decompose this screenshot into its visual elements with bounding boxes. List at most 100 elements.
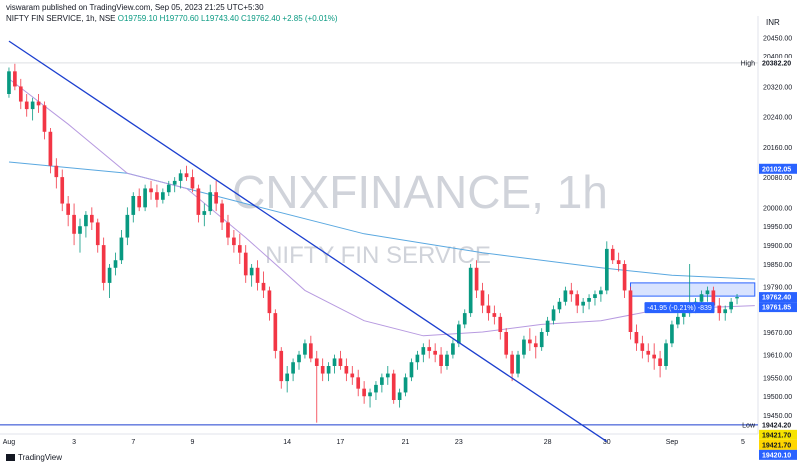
x-tick-label: 14: [283, 439, 291, 446]
measure-box: [629, 282, 756, 297]
candle-body: [510, 354, 514, 374]
candle-body: [362, 388, 366, 397]
candle-body: [30, 101, 35, 110]
candle-body: [735, 297, 739, 299]
ohlc-close: C19762.40: [241, 14, 281, 23]
watermark-ticker: CNXFINANCE, 1h: [232, 166, 608, 218]
candle-body: [634, 332, 639, 344]
candle-body: [551, 309, 556, 321]
candle-body: [309, 343, 313, 359]
candle-body: [681, 313, 686, 317]
y-tick-label: 19790.00: [763, 285, 792, 292]
candle-body: [664, 343, 668, 366]
candle-body: [610, 248, 615, 261]
candle-body: [60, 177, 65, 204]
y-tick-label: 20320.00: [763, 84, 792, 91]
candle-body: [492, 313, 497, 317]
price-tag-value: 20382.20: [762, 60, 791, 67]
candle-body: [279, 350, 284, 382]
candle-body: [409, 362, 414, 378]
candle-body: [705, 290, 710, 295]
y-tick-label: 20240.00: [763, 115, 792, 122]
candle-body: [711, 290, 716, 306]
candle-body: [255, 267, 260, 283]
x-tick-label: Aug: [3, 439, 16, 446]
price-tag-bg: [759, 163, 797, 174]
price-tag-value: 20102.05: [762, 166, 791, 173]
candle-body: [214, 192, 218, 204]
candle-body: [628, 290, 633, 332]
candle-body: [468, 267, 473, 314]
candle-body: [143, 188, 147, 208]
candle-body: [557, 301, 562, 310]
price-tag-bg: [759, 419, 797, 430]
price-tag-bg: [759, 449, 797, 460]
candle-body: [48, 131, 53, 166]
candle-body: [545, 320, 550, 332]
price-tag-bg: [759, 302, 797, 313]
candle-body: [332, 358, 337, 366]
price-tag-bg: [759, 439, 797, 450]
candle-body: [451, 343, 455, 355]
symbol-name: NIFTY FIN SERVICE, 1h, NSE: [6, 14, 116, 23]
x-tick-label: Sep: [666, 439, 679, 446]
candle-body: [522, 339, 526, 355]
candle-body: [7, 71, 11, 94]
candle-body: [249, 267, 254, 276]
x-tick-label: 30: [603, 439, 611, 446]
candle-body: [344, 366, 349, 374]
y-tick-label: 20400.00: [763, 54, 792, 61]
price-tag-value: 19424.20: [762, 422, 791, 429]
candle-body: [604, 248, 609, 291]
watermark-name: NIFTY FIN SERVICE: [265, 242, 491, 269]
y-tick-label: 20000.00: [763, 205, 792, 212]
candle-body: [474, 267, 479, 291]
candle-body: [575, 294, 580, 306]
candle-body: [652, 354, 657, 359]
candle-body: [658, 358, 662, 366]
candle-body: [385, 373, 390, 378]
candle-body: [172, 180, 177, 185]
candle-body: [516, 354, 520, 374]
candle-body: [166, 184, 171, 193]
candle-body: [314, 358, 319, 366]
candle-body: [445, 354, 449, 366]
candle-body: [267, 290, 272, 314]
candle-body: [196, 188, 201, 215]
candle-body: [587, 298, 591, 302]
candle-body: [95, 222, 100, 246]
candle-body: [498, 316, 503, 332]
candle-body: [533, 343, 538, 348]
candle-body: [421, 347, 426, 355]
candle-body: [113, 260, 118, 268]
candle-body: [338, 358, 343, 366]
candle-body: [190, 177, 195, 189]
candle-body: [593, 294, 597, 298]
candle-body: [226, 222, 230, 238]
price-tag-caption: Low: [742, 422, 756, 429]
candle-body: [504, 332, 509, 355]
footer-brand: TradingView: [6, 453, 62, 462]
candle-body: [456, 324, 461, 344]
x-tick-label: 28: [544, 439, 552, 446]
y-tick-label: 19550.00: [763, 375, 792, 382]
candle-body: [729, 301, 733, 310]
candle-body: [285, 373, 290, 382]
candle-body: [563, 290, 568, 302]
y-tick-label: 19900.00: [763, 243, 792, 250]
candle-body: [539, 332, 544, 348]
candle-body: [261, 282, 266, 291]
candle-body: [273, 313, 278, 351]
candle-body: [119, 237, 124, 261]
candle-body: [462, 313, 467, 325]
candle-body: [24, 101, 29, 110]
footer-text: TradingView: [18, 453, 63, 462]
candle-body: [220, 203, 224, 223]
price-tag-caption: High: [741, 60, 756, 67]
candle-body: [237, 245, 242, 253]
candle-body: [178, 173, 183, 181]
y-tick-label: 19850.00: [763, 262, 792, 269]
candle-body: [581, 301, 585, 306]
candle-body: [101, 245, 106, 283]
